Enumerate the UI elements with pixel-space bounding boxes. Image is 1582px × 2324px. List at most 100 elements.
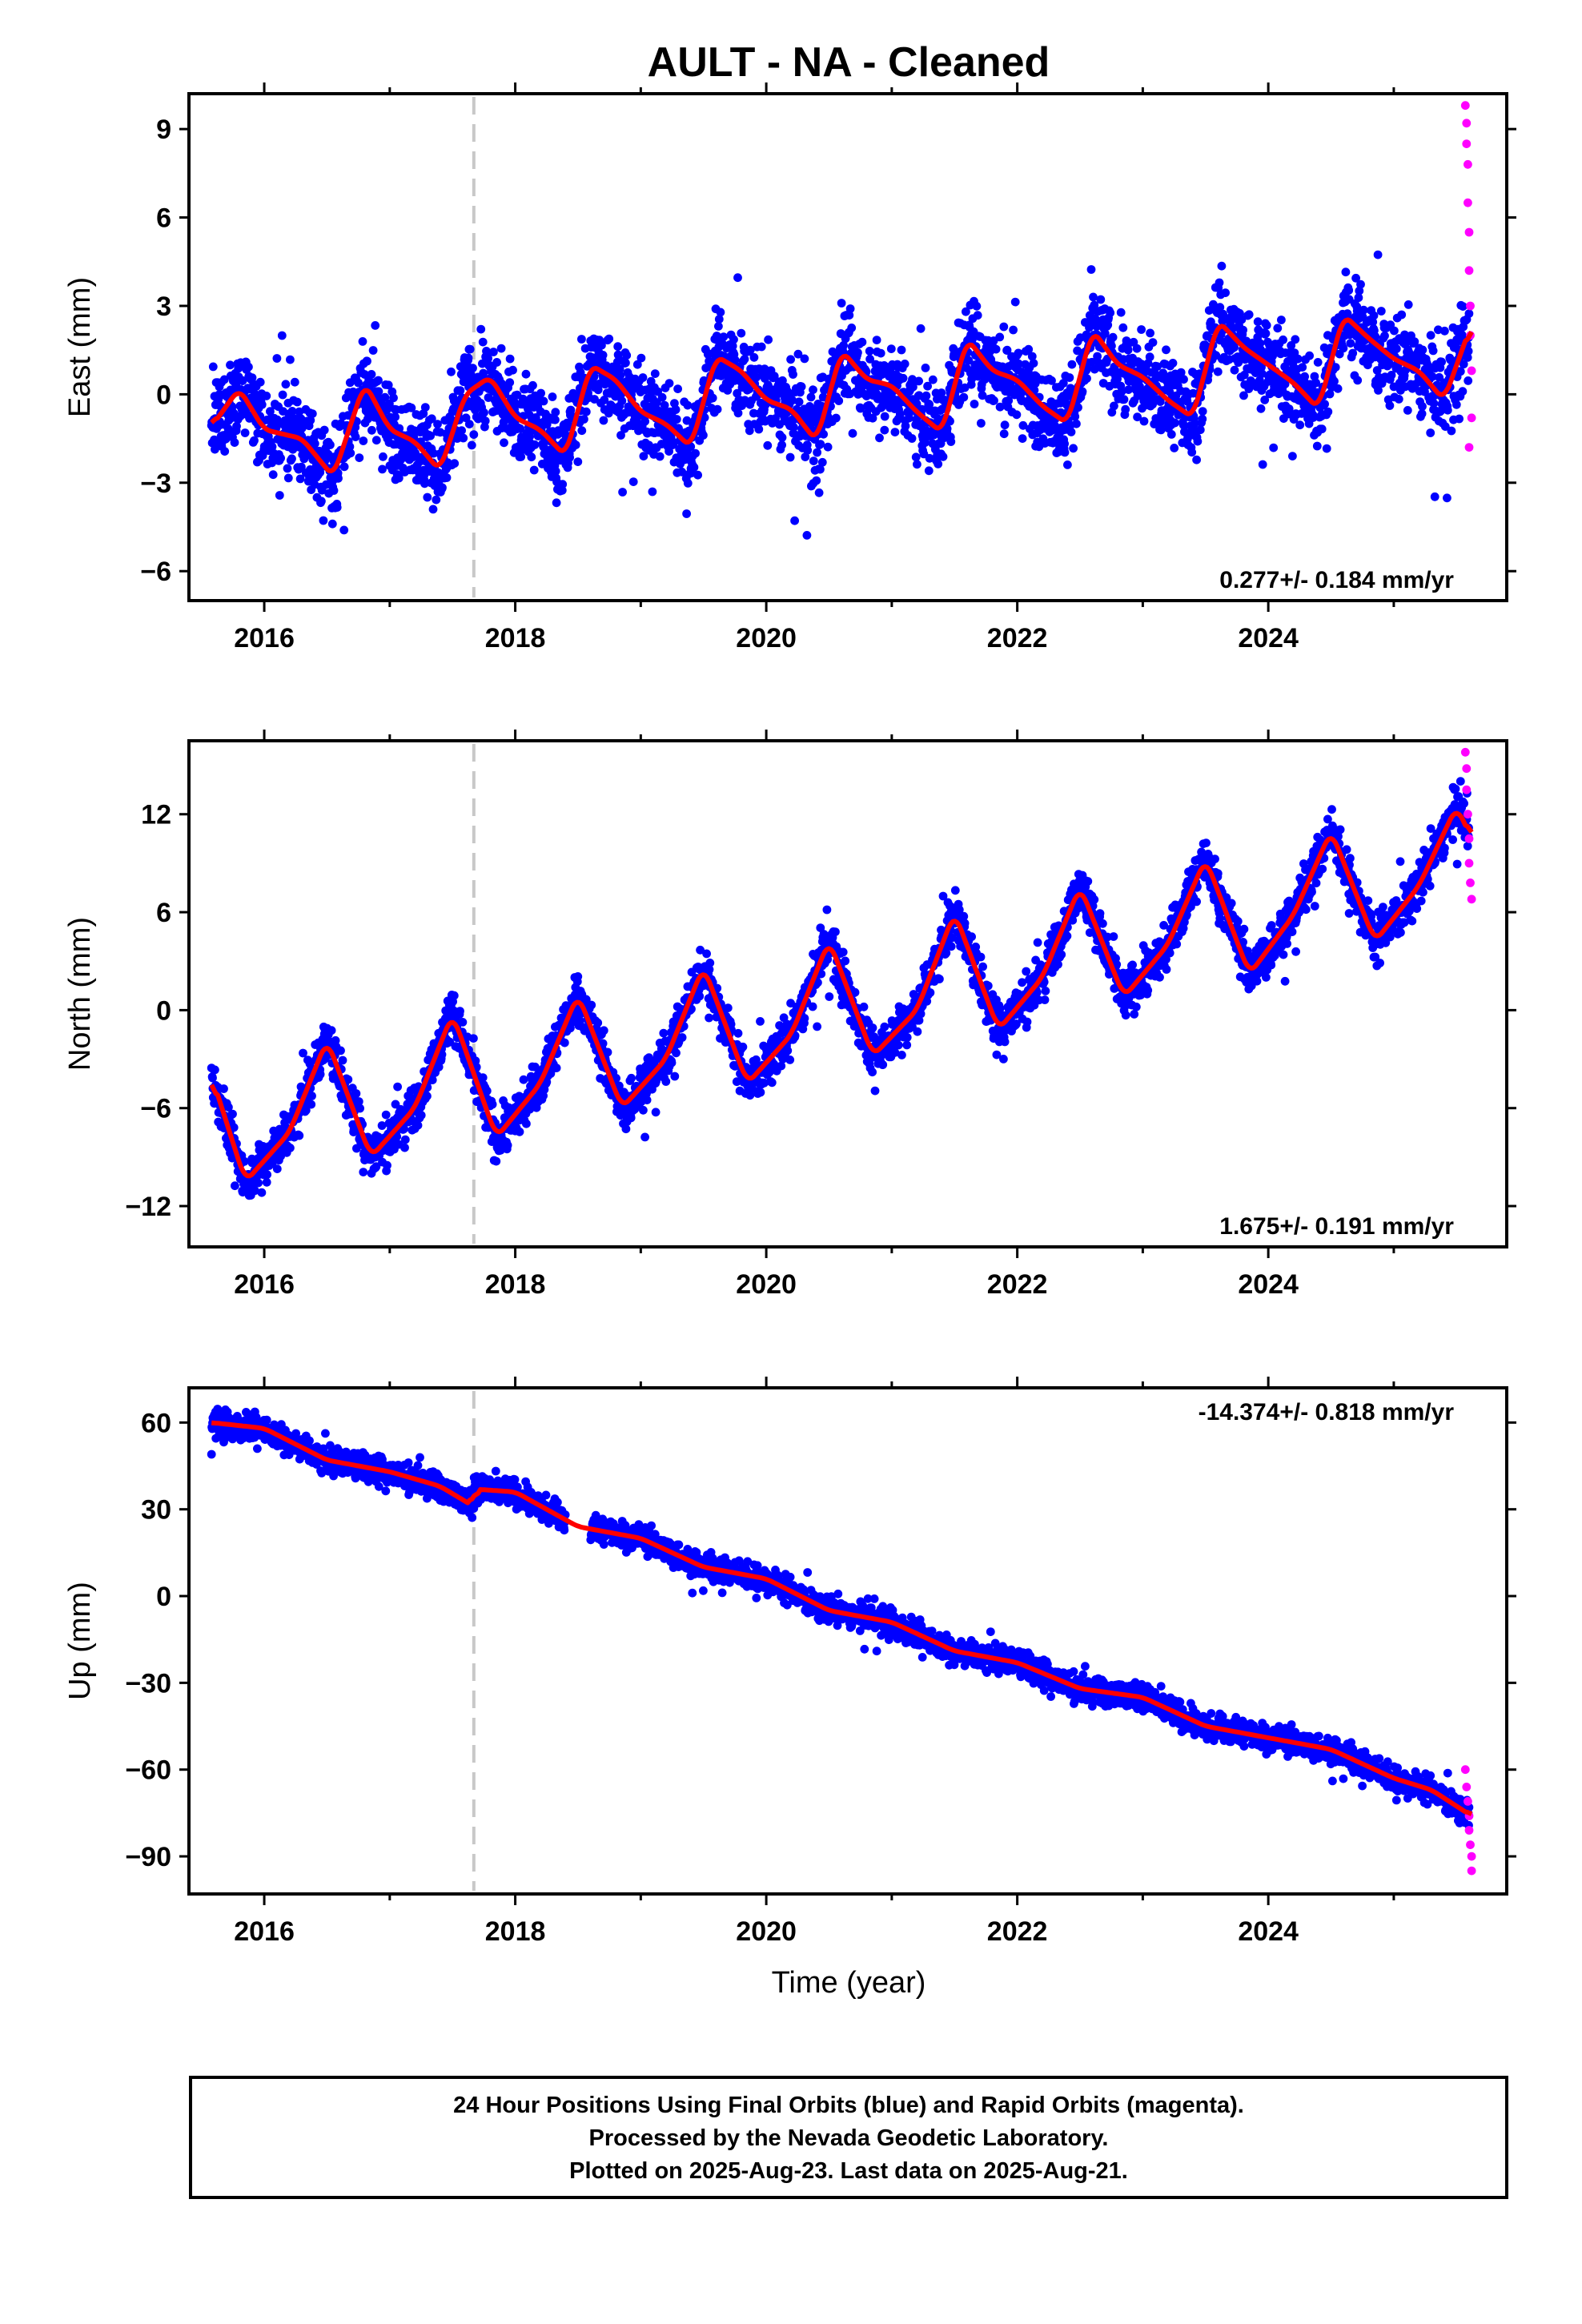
north-final-orbit-point xyxy=(745,1091,755,1100)
east-final-orbit-point xyxy=(332,503,342,512)
east-final-orbit-point xyxy=(1464,347,1473,356)
east-final-orbit-point xyxy=(978,391,987,400)
east-final-orbit-point xyxy=(837,299,846,308)
east-final-orbit-point xyxy=(283,464,292,473)
east-final-orbit-point xyxy=(911,452,921,462)
east-final-orbit-point xyxy=(528,380,537,390)
east-final-orbit-point xyxy=(1331,363,1340,372)
east-rapid-orbit-point xyxy=(1462,139,1472,149)
east-final-orbit-point xyxy=(914,376,923,386)
east-final-orbit-point xyxy=(1279,335,1287,344)
east-final-orbit-point xyxy=(1385,401,1395,410)
east-final-orbit-point xyxy=(516,424,525,433)
east-final-orbit-point xyxy=(716,308,725,317)
east-final-orbit-point xyxy=(391,412,400,422)
east-final-orbit-point xyxy=(1215,303,1225,312)
east-final-orbit-point xyxy=(834,396,844,405)
east-final-orbit-point xyxy=(359,436,368,445)
north-final-orbit-point xyxy=(469,1034,478,1043)
east-final-orbit-point xyxy=(1121,404,1130,414)
east-final-orbit-point xyxy=(803,445,813,455)
east-final-orbit-point xyxy=(865,347,874,356)
east-final-orbit-point xyxy=(1440,326,1449,336)
east-final-orbit-point xyxy=(272,354,282,363)
east-final-orbit-point xyxy=(1239,391,1248,400)
east-final-orbit-point xyxy=(868,413,877,423)
east-final-orbit-point xyxy=(1341,267,1351,277)
north-final-orbit-point xyxy=(336,1046,345,1055)
east-final-orbit-point xyxy=(1117,387,1126,396)
east-final-orbit-point xyxy=(1452,400,1461,409)
east-final-orbit-point xyxy=(573,457,583,466)
east-final-orbit-point xyxy=(714,322,723,331)
east-final-orbit-point xyxy=(1356,279,1365,289)
east-final-orbit-point xyxy=(1002,345,1012,355)
east-final-orbit-point xyxy=(500,438,508,448)
east-final-orbit-point xyxy=(853,348,862,357)
east-final-orbit-point xyxy=(345,442,355,452)
north-final-orbit-point xyxy=(413,1120,423,1130)
east-final-orbit-point xyxy=(551,466,560,476)
east-final-orbit-point xyxy=(1066,428,1076,436)
north-final-orbit-point xyxy=(456,1007,464,1015)
north-final-orbit-point xyxy=(738,1042,748,1051)
east-final-orbit-point xyxy=(657,392,667,402)
east-final-orbit-point xyxy=(429,448,438,458)
east-final-orbit-point xyxy=(801,452,810,461)
east-final-orbit-point xyxy=(745,384,754,394)
east-final-orbit-point xyxy=(329,486,339,495)
east-final-orbit-point xyxy=(1198,414,1207,424)
east-final-orbit-point xyxy=(420,479,429,489)
east-final-orbit-point xyxy=(960,383,970,392)
east-final-orbit-point xyxy=(788,396,797,405)
east-final-orbit-point xyxy=(1221,288,1230,297)
east-final-orbit-point xyxy=(693,470,702,480)
east-final-orbit-point xyxy=(924,466,934,476)
east-final-orbit-point xyxy=(972,301,982,311)
east-final-orbit-point xyxy=(469,430,479,439)
east-final-orbit-point xyxy=(809,456,818,465)
east-final-orbit-point xyxy=(1253,317,1263,327)
east-final-orbit-point xyxy=(897,345,906,355)
east-final-orbit-point xyxy=(813,448,821,457)
east-final-orbit-point xyxy=(1100,329,1110,338)
east-final-orbit-point xyxy=(701,364,711,372)
east-final-orbit-point xyxy=(1153,362,1162,371)
east-final-orbit-point xyxy=(1137,325,1146,334)
east-final-orbit-point xyxy=(1443,493,1452,503)
east-final-orbit-point xyxy=(763,440,773,450)
east-final-orbit-point xyxy=(1374,386,1383,395)
north-final-orbit-point xyxy=(338,1055,347,1065)
north-final-orbit-point xyxy=(552,1063,561,1072)
east-final-orbit-point xyxy=(1330,376,1339,386)
east-final-orbit-point xyxy=(600,396,609,404)
east-final-orbit-point xyxy=(1293,354,1303,364)
east-final-orbit-point xyxy=(632,360,642,369)
east-final-orbit-point xyxy=(1129,337,1138,347)
east-final-orbit-point xyxy=(286,355,295,364)
north-final-orbit-point xyxy=(593,1018,603,1027)
east-final-orbit-point xyxy=(1430,492,1439,501)
east-final-orbit-point xyxy=(407,403,416,412)
east-final-orbit-point xyxy=(1458,387,1468,396)
north-final-orbit-point xyxy=(428,1076,437,1084)
east-final-orbit-point xyxy=(729,335,738,344)
east-final-orbit-point xyxy=(1291,335,1300,344)
east-final-orbit-point xyxy=(708,393,717,403)
east-final-orbit-point xyxy=(777,440,786,450)
east-final-orbit-point xyxy=(447,367,456,376)
east-final-orbit-point xyxy=(1437,357,1446,367)
east-final-orbit-point xyxy=(1158,368,1168,378)
east-rapid-orbit-point xyxy=(1467,366,1476,376)
east-final-orbit-point xyxy=(1058,379,1068,388)
east-final-orbit-point xyxy=(266,407,275,416)
east-rapid-orbit-point xyxy=(1466,301,1475,311)
north-final-orbit-point xyxy=(705,965,714,974)
east-final-orbit-point xyxy=(872,336,881,344)
east-final-orbit-point xyxy=(598,351,608,360)
east-final-orbit-point xyxy=(816,464,825,474)
east-final-orbit-point xyxy=(268,470,278,480)
east-final-orbit-point xyxy=(226,360,235,370)
east-final-orbit-point xyxy=(677,467,687,476)
east-final-orbit-point xyxy=(636,353,646,363)
